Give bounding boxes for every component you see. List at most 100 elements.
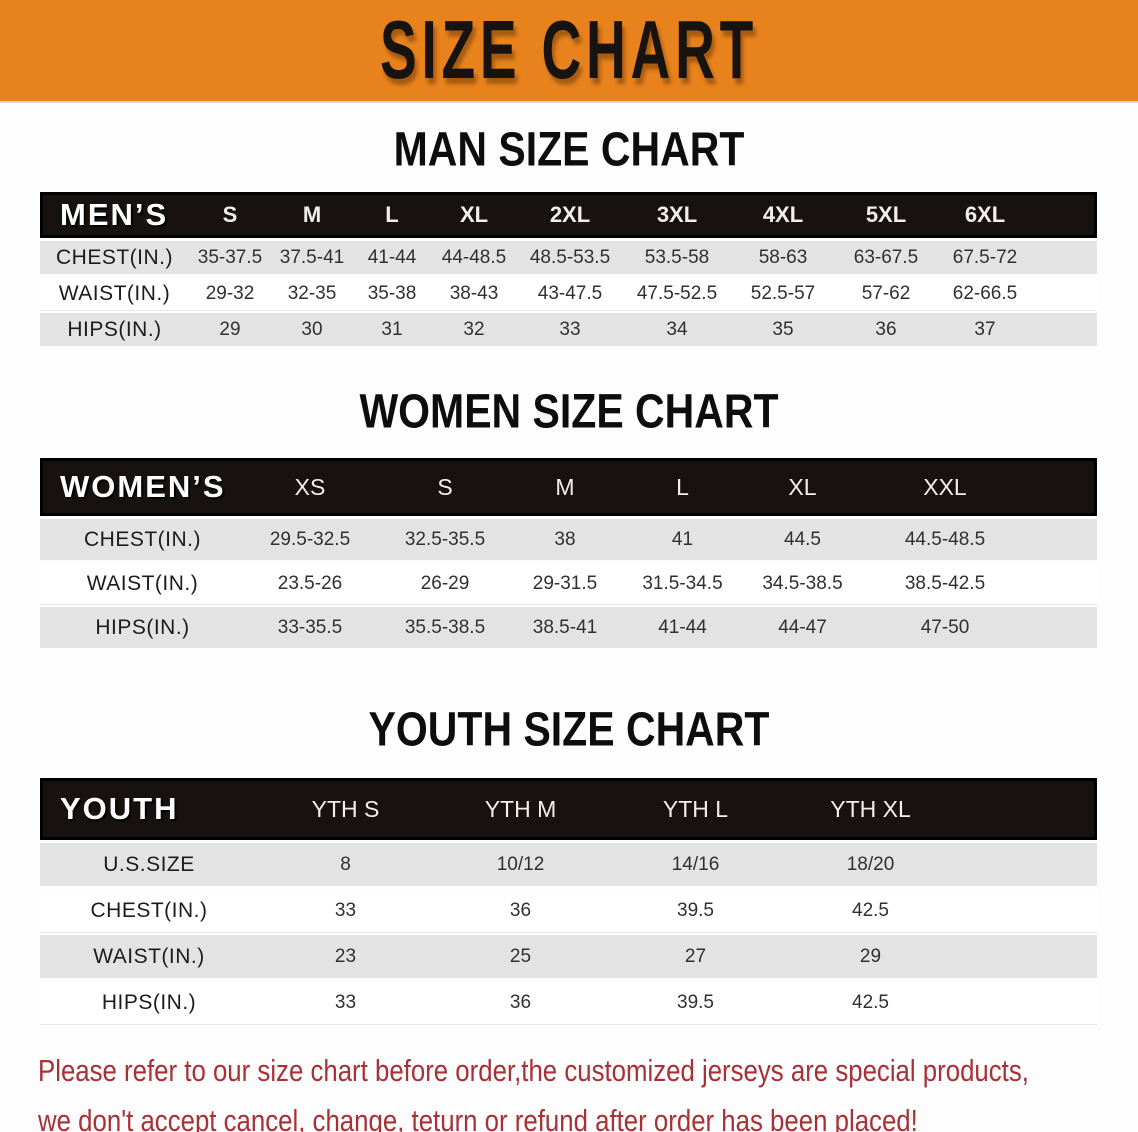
men-section-title: MAN SIZE CHART (393, 121, 745, 177)
size-column-header: 3XL (623, 192, 731, 238)
youth-section-title: YOUTH SIZE CHART (368, 701, 770, 757)
measurement-label: HIPS(IN.) (40, 981, 258, 1024)
row-spacer (1035, 563, 1097, 604)
size-value-cell: 31.5-34.5 (615, 563, 750, 604)
size-value-cell: 10/12 (433, 843, 608, 886)
size-value-cell: 32-35 (271, 277, 353, 310)
size-value-cell: 35 (731, 313, 835, 346)
size-value-cell: 26-29 (375, 563, 515, 604)
size-value-cell: 47.5-52.5 (623, 277, 731, 310)
size-value-cell: 37 (937, 313, 1033, 346)
size-value-cell: 36 (433, 981, 608, 1024)
row-spacer (1035, 519, 1097, 560)
size-value-cell: 29.5-32.5 (245, 519, 375, 560)
measurement-row: WAIST(IN.) 23.5-26 26-29 29-31.5 31.5-34.5 34… (40, 563, 1097, 604)
size-value-cell: 37.5-41 (271, 241, 353, 274)
row-spacer (1033, 313, 1097, 346)
size-value-cell: 44-47 (750, 607, 855, 648)
banner-title: SIZE CHART (379, 4, 759, 97)
measurement-label: CHEST(IN.) (40, 889, 258, 932)
size-value-cell: 29 (783, 935, 958, 978)
row-spacer (1033, 241, 1097, 274)
size-column-header: YTH XL (783, 778, 958, 840)
size-value-cell: 42.5 (783, 981, 958, 1024)
size-value-cell: 35-38 (353, 277, 431, 310)
measurement-row: CHEST(IN.) 35-37.5 37.5-41 41-44 44-48.5 48.5… (40, 241, 1097, 274)
size-value-cell: 44-48.5 (431, 241, 517, 274)
size-value-cell: 41-44 (615, 607, 750, 648)
size-column-header: 6XL (937, 192, 1033, 238)
measurement-row: CHEST(IN.) 33 36 39.5 42.5 (40, 889, 1097, 932)
size-value-cell: 34.5-38.5 (750, 563, 855, 604)
size-column-header: YTH L (608, 778, 783, 840)
notice-line-1: Please refer to our size chart before or… (38, 1054, 1029, 1089)
size-column-header: M (515, 458, 615, 516)
size-value-cell: 34 (623, 313, 731, 346)
size-value-cell: 32 (431, 313, 517, 346)
header-spacer (1033, 192, 1097, 238)
size-header-row: MEN’S S M L XL 2XL 3XL 4XL 5XL 6XL (40, 192, 1097, 238)
size-column-header: 2XL (517, 192, 623, 238)
row-spacer (958, 889, 1097, 932)
size-value-cell: 57-62 (835, 277, 937, 310)
size-value-cell: 31 (353, 313, 431, 346)
measurement-label: CHEST(IN.) (40, 241, 189, 274)
measurement-label: CHEST(IN.) (40, 519, 245, 560)
size-value-cell: 38 (515, 519, 615, 560)
women-size-table: WOMEN’S XS S M L XL XXL CHEST(IN.) 29.5-32.5 32.5… (40, 455, 1097, 651)
row-spacer (1033, 277, 1097, 310)
size-value-cell: 62-66.5 (937, 277, 1033, 310)
youth-size-table: YOUTH YTH S YTH M YTH L YTH XL U.S.SIZE 8 10/12… (40, 775, 1097, 1027)
notice-line-2: we don't accept cancel, change, teturn o… (38, 1104, 918, 1132)
size-value-cell: 41-44 (353, 241, 431, 274)
size-value-cell: 29 (189, 313, 271, 346)
size-column-header: 4XL (731, 192, 835, 238)
table-group-label: WOMEN’S (40, 458, 245, 516)
measurement-label: WAIST(IN.) (40, 935, 258, 978)
size-column-header: XL (750, 458, 855, 516)
size-value-cell: 29-31.5 (515, 563, 615, 604)
size-value-cell: 18/20 (783, 843, 958, 886)
table-group-label: YOUTH (40, 778, 258, 840)
size-value-cell: 33-35.5 (245, 607, 375, 648)
header-spacer (1035, 458, 1097, 516)
measurement-label: HIPS(IN.) (40, 607, 245, 648)
section-men: MAN SIZE CHART MEN’S S M L XL 2XL 3XL 4XL 5XL 6XL… (0, 122, 1138, 349)
row-spacer (958, 843, 1097, 886)
section-women: WOMEN SIZE CHART WOMEN’S XS S M L XL XXL CHEST(… (0, 384, 1138, 651)
size-value-cell: 25 (433, 935, 608, 978)
women-section-title: WOMEN SIZE CHART (359, 383, 779, 439)
size-column-header: 5XL (835, 192, 937, 238)
size-value-cell: 33 (258, 889, 433, 932)
size-value-cell: 44.5 (750, 519, 855, 560)
size-value-cell: 63-67.5 (835, 241, 937, 274)
size-value-cell: 43-47.5 (517, 277, 623, 310)
header-spacer (958, 778, 1097, 840)
size-column-header: S (375, 458, 515, 516)
measurement-row: WAIST(IN.) 29-32 32-35 35-38 38-43 43-47.5 47.… (40, 277, 1097, 310)
measurement-row: U.S.SIZE 8 10/12 14/16 18/20 (40, 843, 1097, 886)
row-spacer (958, 981, 1097, 1024)
size-value-cell: 33 (517, 313, 623, 346)
section-youth: YOUTH SIZE CHART YOUTH YTH S YTH M YTH L YTH… (0, 702, 1138, 1027)
size-value-cell: 42.5 (783, 889, 958, 932)
size-value-cell: 23 (258, 935, 433, 978)
row-spacer (958, 935, 1097, 978)
size-value-cell: 52.5-57 (731, 277, 835, 310)
size-value-cell: 23.5-26 (245, 563, 375, 604)
size-column-header: XS (245, 458, 375, 516)
men-size-table: MEN’S S M L XL 2XL 3XL 4XL 5XL 6XL CHEST(IN.) 35-37… (40, 189, 1097, 349)
measurement-label: HIPS(IN.) (40, 313, 189, 346)
table-group-label: MEN’S (40, 192, 189, 238)
size-header-row: WOMEN’S XS S M L XL XXL (40, 458, 1097, 516)
measurement-label: U.S.SIZE (40, 843, 258, 886)
measurement-row: HIPS(IN.) 33 36 39.5 42.5 (40, 981, 1097, 1024)
measurement-row: HIPS(IN.) 33-35.5 35.5-38.5 38.5-41 41-44 44-… (40, 607, 1097, 648)
size-value-cell: 39.5 (608, 889, 783, 932)
size-column-header: L (615, 458, 750, 516)
size-value-cell: 39.5 (608, 981, 783, 1024)
size-header-row: YOUTH YTH S YTH M YTH L YTH XL (40, 778, 1097, 840)
size-value-cell: 35-37.5 (189, 241, 271, 274)
order-notice: Please refer to our size chart before or… (0, 1047, 1138, 1132)
